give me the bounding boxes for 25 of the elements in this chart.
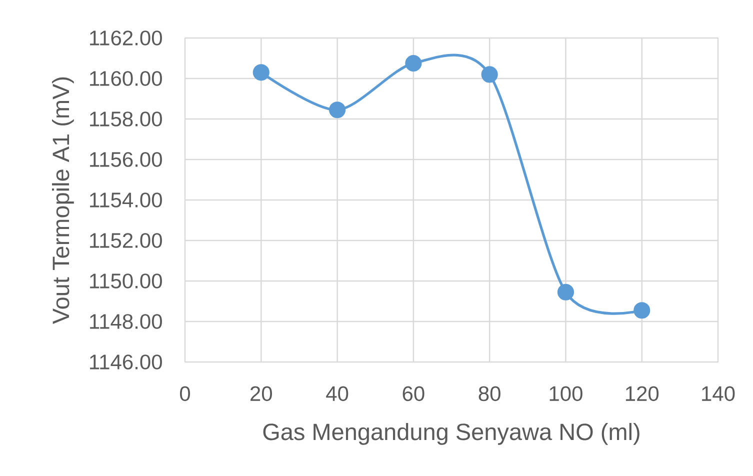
y-tick-label: 1152.00: [90, 233, 162, 248]
y-tick-label: 1160.00: [90, 71, 162, 86]
point: [252, 64, 270, 81]
y-tick-label: 1146.00: [90, 354, 162, 370]
x-tick-label: 40: [326, 386, 348, 402]
y-tick-label: 1156.00: [90, 152, 162, 167]
x-tick-label: 20: [250, 386, 272, 402]
y-tick-label: 1148.00: [90, 314, 162, 329]
y-tick-label: 1158.00: [90, 112, 162, 126]
x-tick-label: 140: [702, 386, 735, 402]
point: [634, 302, 650, 319]
point: [405, 55, 422, 72]
x-tick-label: 120: [626, 386, 659, 402]
point: [481, 66, 498, 83]
y-tick-label: 1154.00: [90, 192, 162, 208]
x-tick-label: 100: [550, 386, 582, 402]
point: [557, 284, 574, 300]
x-tick-label: 60: [402, 386, 424, 402]
x-axis-title: Gas Mengandung Senyawa NO (ml): [263, 422, 640, 445]
x-tick-label: 80: [478, 386, 500, 402]
x-tick-label: 0: [180, 386, 190, 402]
y-tick-label: 1150.00: [90, 274, 162, 288]
point: [328, 102, 346, 118]
y-tick-label: 1162.00: [90, 30, 162, 46]
y-axis-title: Vout Termopile A1 (mV): [52, 77, 74, 324]
